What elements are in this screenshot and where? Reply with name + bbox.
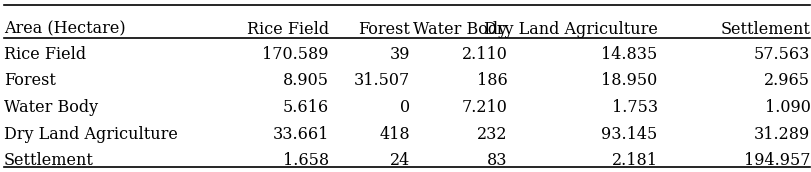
Text: 186: 186 bbox=[476, 72, 507, 89]
Text: 2.965: 2.965 bbox=[763, 72, 809, 89]
Text: 83: 83 bbox=[487, 152, 507, 169]
Text: Water Body: Water Body bbox=[413, 21, 507, 38]
Text: 7.210: 7.210 bbox=[461, 99, 507, 116]
Text: 2.181: 2.181 bbox=[611, 152, 657, 169]
Text: 2.110: 2.110 bbox=[461, 46, 507, 63]
Text: Water Body: Water Body bbox=[4, 99, 98, 116]
Text: Dry Land Agriculture: Dry Land Agriculture bbox=[4, 126, 178, 143]
Text: Rice Field: Rice Field bbox=[247, 21, 328, 38]
Text: 18.950: 18.950 bbox=[601, 72, 657, 89]
Text: Settlement: Settlement bbox=[719, 21, 809, 38]
Text: 5.616: 5.616 bbox=[282, 99, 328, 116]
Text: Dry Land Agriculture: Dry Land Agriculture bbox=[483, 21, 657, 38]
Text: Area (Hectare): Area (Hectare) bbox=[4, 21, 126, 38]
Text: 170.589: 170.589 bbox=[262, 46, 328, 63]
Text: 57.563: 57.563 bbox=[753, 46, 809, 63]
Text: 0: 0 bbox=[400, 99, 410, 116]
Text: 31.507: 31.507 bbox=[354, 72, 410, 89]
Text: Settlement: Settlement bbox=[4, 152, 94, 169]
Text: 33.661: 33.661 bbox=[272, 126, 328, 143]
Text: 8.905: 8.905 bbox=[282, 72, 328, 89]
Text: 1.090: 1.090 bbox=[764, 99, 809, 116]
Text: 31.289: 31.289 bbox=[753, 126, 809, 143]
Text: Forest: Forest bbox=[4, 72, 56, 89]
Text: 93.145: 93.145 bbox=[601, 126, 657, 143]
Text: Rice Field: Rice Field bbox=[4, 46, 86, 63]
Text: 14.835: 14.835 bbox=[601, 46, 657, 63]
Text: 194.957: 194.957 bbox=[743, 152, 809, 169]
Text: 39: 39 bbox=[389, 46, 410, 63]
Text: 1.753: 1.753 bbox=[611, 99, 657, 116]
Text: 232: 232 bbox=[476, 126, 507, 143]
Text: 1.658: 1.658 bbox=[282, 152, 328, 169]
Text: Forest: Forest bbox=[358, 21, 410, 38]
Text: 24: 24 bbox=[389, 152, 410, 169]
Text: 418: 418 bbox=[379, 126, 410, 143]
